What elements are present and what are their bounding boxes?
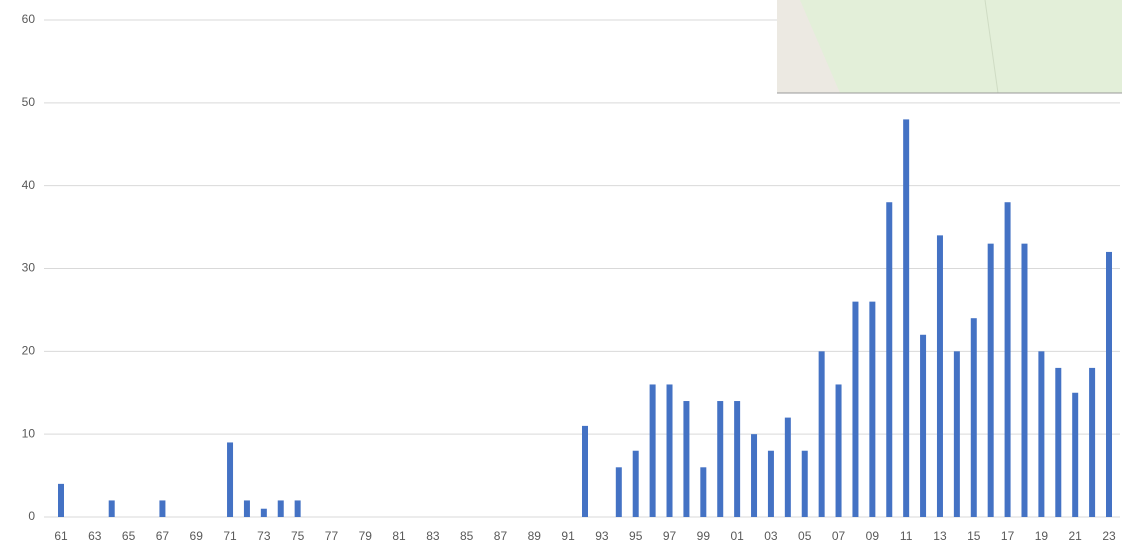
bar (970, 318, 977, 517)
x-tick-label: 07 (832, 529, 846, 543)
x-tick-label: 19 (1035, 529, 1049, 543)
bar (767, 450, 774, 517)
y-tick-label: 30 (22, 261, 36, 275)
y-tick-label: 40 (22, 178, 36, 192)
bar (886, 202, 893, 517)
bar (801, 450, 808, 517)
x-tick-label: 99 (697, 529, 711, 543)
x-tick-label: 65 (122, 529, 136, 543)
bar (869, 301, 876, 517)
x-tick-label: 03 (764, 529, 778, 543)
y-tick-label: 0 (28, 509, 35, 523)
bar (1038, 351, 1045, 517)
bar (243, 500, 250, 517)
y-tick-label: 60 (22, 12, 36, 26)
x-tick-label: 17 (1001, 529, 1015, 543)
bar (1021, 243, 1028, 517)
bar (159, 500, 166, 517)
bar (818, 351, 825, 517)
x-tick-label: 21 (1069, 529, 1083, 543)
bar (1106, 251, 1112, 517)
map-thumbnail (777, 0, 1122, 94)
x-tick-label: 23 (1102, 529, 1116, 543)
bar (294, 500, 301, 517)
x-tick-label: 69 (190, 529, 204, 543)
bar (615, 467, 622, 517)
x-tick-label: 81 (392, 529, 406, 543)
bar (108, 500, 115, 517)
y-tick-label: 20 (22, 344, 36, 358)
bar (1004, 202, 1011, 517)
x-tick-label: 79 (359, 529, 373, 543)
x-tick-label: 71 (223, 529, 237, 543)
bar (852, 301, 859, 517)
x-tick-label: 15 (967, 529, 981, 543)
x-tick-label: 13 (933, 529, 947, 543)
bar (227, 442, 234, 517)
bar (734, 401, 741, 517)
bar (700, 467, 707, 517)
x-tick-label: 97 (663, 529, 677, 543)
bar (784, 417, 791, 517)
bar (58, 483, 64, 517)
x-tick-label: 83 (426, 529, 440, 543)
x-tick-label: 87 (494, 529, 508, 543)
y-tick-label: 50 (22, 95, 36, 109)
x-tick-label: 05 (798, 529, 812, 543)
x-tick-label: 09 (866, 529, 880, 543)
bar (936, 235, 943, 517)
bar (920, 334, 927, 517)
bar (277, 500, 284, 517)
x-tick-label: 73 (257, 529, 271, 543)
y-tick-label: 10 (22, 426, 36, 440)
x-tick-label: 85 (460, 529, 474, 543)
x-tick-label: 63 (88, 529, 102, 543)
x-tick-label: 89 (528, 529, 542, 543)
bar (649, 384, 656, 517)
bar (751, 434, 758, 517)
x-tick-label: 93 (595, 529, 609, 543)
x-tick-label: 67 (156, 529, 170, 543)
x-tick-label: 01 (730, 529, 744, 543)
bar (717, 401, 724, 517)
x-tick-label: 91 (561, 529, 575, 543)
bar (953, 351, 960, 517)
x-tick-label: 11 (900, 529, 913, 543)
bar (632, 450, 639, 517)
bar (1089, 367, 1096, 517)
x-tick-label: 75 (291, 529, 305, 543)
bar (1072, 392, 1079, 517)
bar (903, 119, 910, 518)
bar (987, 243, 994, 517)
x-tick-label: 95 (629, 529, 643, 543)
x-tick-label: 61 (54, 529, 68, 543)
bar (1055, 367, 1062, 517)
x-tick-label: 77 (325, 529, 339, 543)
bar (835, 384, 842, 517)
bar (683, 401, 690, 517)
bar (260, 508, 267, 517)
bar (582, 425, 588, 517)
bar (666, 384, 673, 517)
